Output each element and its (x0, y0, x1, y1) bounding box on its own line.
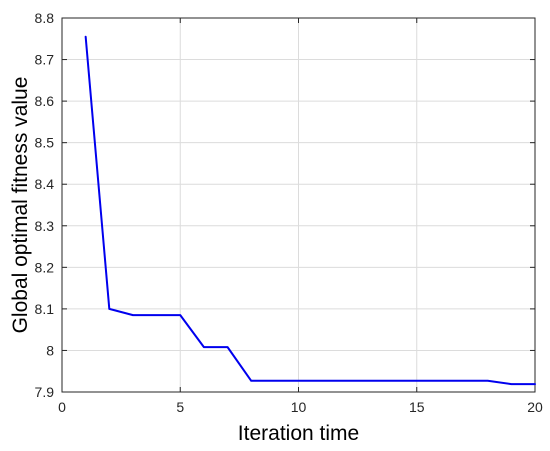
series-layer (84, 35, 536, 386)
x-axis-label: Iteration time (238, 422, 359, 445)
y-axis-label: Global optimal fitness value (9, 77, 32, 334)
x-tick-label: 0 (58, 399, 66, 415)
x-tick-label: 15 (409, 399, 425, 415)
y-axis-ticks: 7.9 8 8.1 8.2 8.3 8.4 8.5 8.6 8.7 8.8 (35, 10, 535, 400)
series-line (84, 35, 536, 386)
y-tick-label: 7.9 (35, 384, 55, 400)
y-tick-label: 8.7 (35, 52, 55, 68)
y-tick-label: 8.1 (35, 301, 55, 317)
x-tick-label: 5 (176, 399, 184, 415)
y-tick-label: 8.8 (35, 10, 55, 26)
grid-lines (62, 18, 535, 392)
y-tick-label: 8.3 (35, 218, 55, 234)
x-tick-label: 20 (527, 399, 543, 415)
y-tick-label: 8.5 (35, 135, 55, 151)
y-tick-label: 8.4 (35, 176, 55, 192)
x-axis-ticks: 0 5 10 15 20 (58, 18, 543, 415)
y-tick-label: 8.6 (35, 93, 55, 109)
y-tick-label: 8 (46, 342, 54, 358)
x-tick-label: 10 (291, 399, 307, 415)
y-tick-label: 8.2 (35, 259, 55, 275)
